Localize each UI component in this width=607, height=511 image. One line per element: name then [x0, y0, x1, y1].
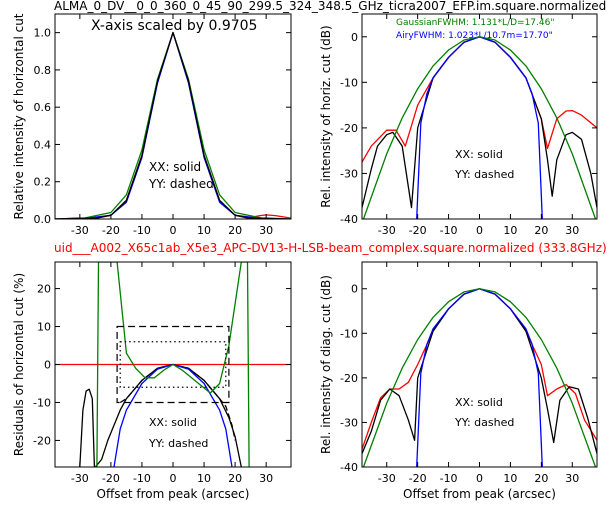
axes-frame: [361, 13, 598, 220]
y-tick-label: 0: [351, 283, 358, 296]
axes-frame: [54, 13, 292, 220]
dotted-box: [119, 341, 227, 388]
x-tick-label: 0: [476, 472, 483, 485]
series-line-2: [79, 388, 96, 467]
panel-top-right-annotation-airy: AiryFWHM: 1.023*L/10.7m=17.70": [396, 31, 553, 41]
y-tick-label: -40: [340, 213, 358, 226]
dashed-box: [116, 325, 230, 404]
x-tick-label: -30: [378, 472, 396, 485]
series-line-3: [55, 31, 291, 219]
x-tick-label: 20: [228, 224, 242, 237]
y-tick-label: 0.0: [34, 213, 52, 226]
plot-area: [55, 31, 291, 219]
y-tick-label: 0: [351, 31, 358, 44]
panel-top-left: X-axis scaled by 0.9705 XX: solid YY: da…: [12, 13, 292, 237]
x-tick-label: 30: [565, 472, 579, 485]
y-tick-label: -40: [340, 461, 358, 474]
x-tick-label: -30: [71, 224, 89, 237]
y-axis-label: Rel. intensity of diag. cut (dB): [319, 275, 333, 454]
series-line-3: [362, 36, 597, 219]
y-tick-label: 0: [44, 359, 51, 372]
x-tick-label: 10: [197, 472, 211, 485]
plot-area: [362, 36, 597, 219]
y-tick-label: -20: [340, 372, 358, 385]
series-line-0: [362, 36, 597, 163]
figure-mid-title: uid___A002_X65c1ab_X5e3_APC-DV13-H-LSB-b…: [54, 241, 607, 255]
y-tick-label: 10: [37, 321, 51, 334]
panel-top-right-annotation-gaussian: GaussianFWHM: 1.131*L/D=17.46": [396, 18, 554, 28]
y-tick-label: -20: [340, 122, 358, 135]
series-line-3: [362, 288, 597, 467]
x-tick-label: 0: [170, 224, 177, 237]
y-axis-label: Residuals of horizontal cut (%): [12, 273, 26, 456]
y-tick-label: 20: [37, 283, 51, 296]
x-axis-label: Offset from peak (arcsec): [97, 487, 250, 501]
series-line-5: [96, 262, 250, 467]
series-line-1: [55, 31, 291, 219]
axes-frame: [54, 261, 292, 468]
y-tick-label: 0.6: [34, 101, 52, 114]
y-tick-label: 1.0: [34, 27, 52, 40]
panel-top-left-annotation-xx: XX: solid: [149, 160, 201, 174]
panel-bottom-right-annotation-yy: YY: dashed: [454, 416, 514, 429]
series-line-0: [55, 31, 291, 219]
series-line-2: [55, 31, 291, 219]
y-tick-label: -30: [340, 416, 358, 429]
panel-bottom-left-annotation-yy: YY: dashed: [148, 437, 208, 450]
x-tick-label: -20: [102, 224, 120, 237]
x-tick-label: -30: [378, 224, 396, 237]
x-tick-label: 10: [197, 224, 211, 237]
x-tick-label: -20: [409, 472, 427, 485]
y-tick-label: -10: [33, 396, 51, 409]
y-tick-label: -30: [340, 167, 358, 180]
x-tick-label: 30: [259, 224, 273, 237]
x-tick-label: -30: [71, 472, 89, 485]
x-tick-label: -10: [440, 472, 458, 485]
x-tick-label: 20: [534, 472, 548, 485]
y-tick-label: -10: [340, 327, 358, 340]
y-axis-label: Relative intensity of horizontal cut: [12, 13, 26, 219]
x-tick-label: -10: [133, 472, 151, 485]
y-tick-label: -10: [340, 76, 358, 89]
axes-frame: [361, 261, 598, 468]
x-tick-label: -20: [102, 472, 120, 485]
panel-bottom-left-annotation-xx: XX: solid: [149, 416, 197, 429]
x-tick-label: -10: [133, 224, 151, 237]
figure-top-title: ALMA_0_DV__0_0_360_0_45_90_299.5_324_348…: [54, 0, 606, 13]
y-axis-label: Rel. intensity of horiz. cut (dB): [319, 25, 333, 207]
series-line-3: [119, 363, 236, 441]
y-tick-label: 0.2: [34, 176, 52, 189]
series-line-1: [362, 36, 597, 209]
panel-top-left-annotation-yy: YY: dashed: [148, 177, 214, 191]
x-tick-label: 0: [170, 472, 177, 485]
plot-area: [55, 262, 291, 467]
y-tick-label: 0.8: [34, 64, 52, 77]
panel-top-left-annotation-scale: X-axis scaled by 0.9705: [91, 18, 257, 34]
x-tick-label: 0: [476, 224, 483, 237]
x-tick-label: 10: [503, 224, 517, 237]
y-tick-label: -20: [33, 434, 51, 447]
x-tick-label: -20: [409, 224, 427, 237]
panel-bottom-right-annotation-xx: XX: solid: [455, 396, 503, 409]
plot-area: [362, 288, 597, 467]
x-tick-label: 10: [503, 472, 517, 485]
y-tick-label: 0.4: [34, 138, 52, 151]
x-tick-label: 20: [228, 472, 242, 485]
panel-top-right: GaussianFWHM: 1.131*L/D=17.46" AiryFWHM:…: [319, 13, 598, 237]
panel-top-right-annotation-xx: XX: solid: [455, 148, 503, 161]
panel-bottom-left: XX: solid YY: dashed -30 -20 -10 0 10 20 30 -20…: [12, 261, 292, 501]
x-tick-label: 30: [259, 472, 273, 485]
x-tick-label: -10: [440, 224, 458, 237]
x-axis-label: Offset from peak (arcsec): [403, 487, 556, 501]
panel-top-right-annotation-yy: YY: dashed: [454, 168, 514, 181]
panel-bottom-right: XX: solid YY: dashed -30 -20 -10 0 10 20 30 -40…: [319, 261, 598, 501]
x-tick-label: 20: [534, 224, 548, 237]
x-tick-label: 30: [565, 224, 579, 237]
